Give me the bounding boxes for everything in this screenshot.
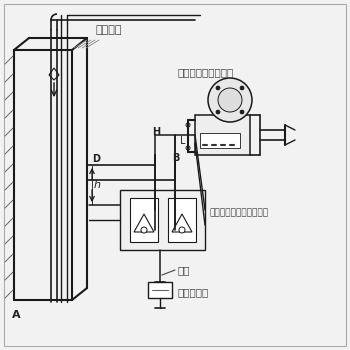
Circle shape (186, 146, 190, 150)
Text: 吹气装置（含浮子流量计: 吹气装置（含浮子流量计 (210, 209, 269, 217)
Bar (168, 198, 196, 242)
Text: B: B (172, 153, 179, 163)
Text: 过滤减压阀: 过滤减压阀 (177, 287, 208, 297)
Circle shape (208, 78, 252, 122)
Text: D: D (92, 154, 100, 164)
Circle shape (179, 227, 185, 233)
Circle shape (141, 227, 147, 233)
Text: L: L (180, 136, 186, 146)
Bar (148, 282, 172, 298)
Text: H: H (152, 127, 160, 137)
Circle shape (240, 86, 244, 90)
Circle shape (240, 110, 244, 114)
Bar (200, 133, 240, 148)
Bar (130, 198, 158, 242)
Circle shape (216, 110, 220, 114)
Text: A: A (12, 310, 21, 320)
Text: 气源: 气源 (177, 265, 189, 275)
Text: 差压（压力）变送器: 差压（压力）变送器 (178, 67, 234, 77)
Text: 吹气管路: 吹气管路 (95, 25, 121, 35)
Bar (195, 115, 250, 155)
Text: h: h (94, 180, 101, 190)
Bar (120, 190, 205, 250)
Circle shape (218, 88, 242, 112)
Circle shape (186, 123, 190, 127)
Circle shape (216, 86, 220, 90)
